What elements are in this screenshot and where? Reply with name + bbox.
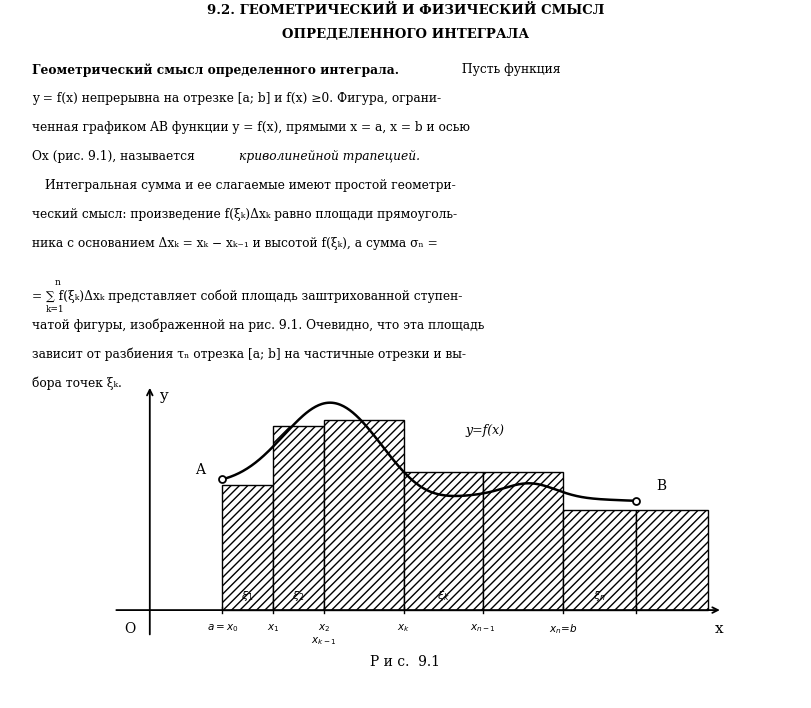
- Bar: [222, 486, 273, 610]
- Text: $x_2$
$x_{k-1}$: $x_2$ $x_{k-1}$: [311, 622, 337, 647]
- Text: ОПРЕДЕЛЕННОГО ИНТЕГРАЛА: ОПРЕДЕЛЕННОГО ИНТЕГРАЛА: [282, 28, 529, 41]
- Text: $a=x_0$: $a=x_0$: [207, 622, 238, 634]
- Text: криволинейной трапецией.: криволинейной трапецией.: [239, 150, 420, 164]
- Text: $\xi_1$: $\xi_1$: [242, 589, 254, 603]
- Text: x: x: [714, 622, 723, 636]
- Bar: [563, 510, 636, 610]
- Text: чатой фигуры, изображенной на рис. 9.1. Очевидно, что эта площадь: чатой фигуры, изображенной на рис. 9.1. …: [32, 318, 485, 331]
- Text: Пусть функция: Пусть функция: [458, 64, 561, 76]
- Text: зависит от разбиения τₙ отрезка [a; b] на частичные отрезки и вы-: зависит от разбиения τₙ отрезка [a; b] н…: [32, 347, 466, 360]
- Text: ческий смысл: произведение f(ξₖ)Δxₖ равно площади прямоуголь-: ческий смысл: произведение f(ξₖ)Δxₖ равн…: [32, 208, 457, 221]
- Text: n: n: [55, 278, 61, 287]
- Text: Ox (рис. 9.1), называется: Ox (рис. 9.1), называется: [32, 150, 200, 164]
- Text: ника с основанием Δxₖ = xₖ − xₖ₋₁ и высотой f(ξₖ), а сумма σₙ =: ника с основанием Δxₖ = xₖ − xₖ₋₁ и высо…: [32, 237, 438, 250]
- Text: B: B: [656, 479, 666, 493]
- Text: y = f(x) непрерывна на отрезке [a; b] и f(x) ≥0. Фигура, ограни-: y = f(x) непрерывна на отрезке [a; b] и …: [32, 92, 441, 105]
- Bar: [404, 472, 483, 610]
- Bar: [483, 472, 563, 610]
- Text: $x_n\!=\!b$: $x_n\!=\!b$: [549, 622, 577, 636]
- Text: = ∑ f(ξₖ)Δxₖ представляет собой площадь заштрихованной ступен-: = ∑ f(ξₖ)Δxₖ представляет собой площадь …: [32, 289, 463, 303]
- Text: Интегральная сумма и ее слагаемые имеют простой геометри-: Интегральная сумма и ее слагаемые имеют …: [45, 179, 455, 192]
- Text: A: A: [195, 462, 205, 476]
- Text: 9.2. ГЕОМЕТРИЧЕСКИЙ И ФИЗИЧЕСКИЙ СМЫСЛ: 9.2. ГЕОМЕТРИЧЕСКИЙ И ФИЗИЧЕСКИЙ СМЫСЛ: [207, 4, 604, 17]
- Text: $x_{n-1}$: $x_{n-1}$: [470, 622, 496, 634]
- Text: $x_k$: $x_k$: [397, 622, 410, 634]
- Text: O: O: [124, 622, 135, 636]
- Bar: [324, 421, 404, 610]
- Bar: [636, 510, 708, 610]
- Text: y: y: [158, 389, 167, 403]
- Text: $\xi_k$: $\xi_k$: [437, 589, 450, 603]
- Text: $\xi_n$: $\xi_n$: [593, 589, 606, 603]
- Text: $\xi_2$: $\xi_2$: [292, 589, 305, 603]
- Bar: [273, 426, 324, 610]
- Text: Геометрический смысл определенного интеграла.: Геометрический смысл определенного интег…: [32, 64, 400, 77]
- Text: Р и с.  9.1: Р и с. 9.1: [371, 655, 440, 669]
- Text: y=f(x): y=f(x): [466, 423, 504, 437]
- Text: k=1: k=1: [46, 305, 64, 314]
- Text: $x_1$: $x_1$: [267, 622, 279, 634]
- Text: ченная графиком AB функции y = f(x), прямыми x = a, x = b и осью: ченная графиком AB функции y = f(x), пря…: [32, 121, 470, 135]
- Text: бора точек ξₖ.: бора точек ξₖ.: [32, 376, 122, 389]
